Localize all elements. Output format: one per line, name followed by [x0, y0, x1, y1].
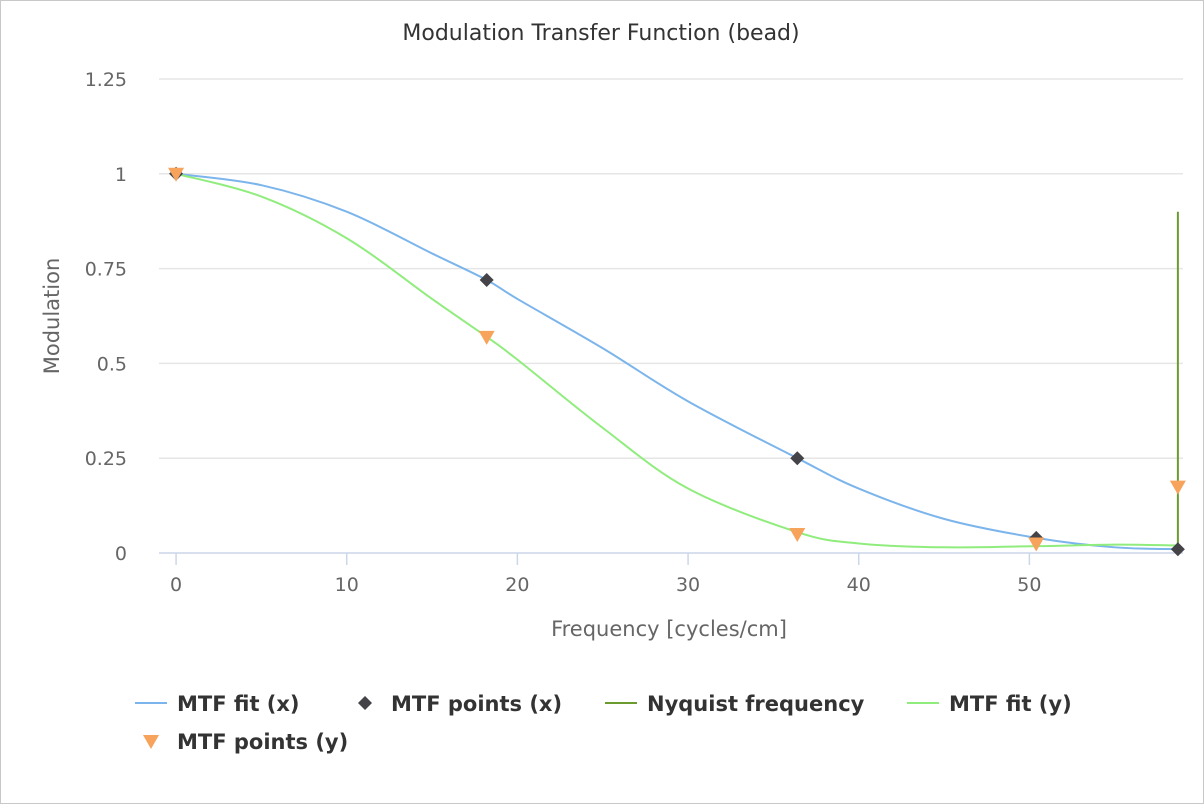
legend-item-3[interactable]: MTF fit (y)	[907, 692, 1072, 716]
legend-label-4: MTF points (y)	[177, 730, 348, 754]
series-layer	[168, 166, 1186, 557]
x-tick-label-3: 30	[676, 574, 700, 596]
x-tick-label-1: 10	[335, 574, 359, 596]
legend-label-2: Nyquist frequency	[647, 692, 865, 716]
y-axis-title: Modulation	[40, 258, 64, 375]
series-1	[169, 166, 1185, 557]
legend-item-1[interactable]: MTF points (x)	[358, 692, 562, 716]
y-tick-label-5: 1.25	[85, 69, 127, 91]
data-point-1-1	[479, 272, 494, 287]
axes: 0 0.25 0.5 0.75 1 1.25 0 10 20 30 40 50	[85, 69, 1183, 596]
series-0	[175, 172, 1178, 551]
data-point-1-4	[1170, 542, 1185, 557]
series-line-3	[175, 172, 1178, 549]
x-tick-label-2: 20	[505, 574, 529, 596]
legend[interactable]: MTF fit (x) MTF points (x) Nyquist frequen…	[135, 692, 1072, 754]
y-tick-label-0: 0	[115, 543, 127, 565]
legend-item-4[interactable]: MTF points (y)	[143, 730, 348, 754]
y-tick-label-4: 1	[115, 164, 127, 186]
x-tick-label-5: 50	[1017, 574, 1041, 596]
series-4	[168, 167, 1186, 552]
grid-lines	[159, 78, 1183, 459]
x-tick-label-0: 0	[170, 574, 182, 596]
data-point-4-3	[1028, 537, 1045, 552]
data-point-4-0	[168, 167, 185, 182]
legend-symbol-4	[143, 735, 159, 749]
legend-symbol-1	[358, 696, 372, 710]
x-tick-label-4: 40	[847, 574, 871, 596]
chart-title: Modulation Transfer Function (bead)	[402, 21, 799, 46]
legend-item-0[interactable]: MTF fit (x)	[135, 692, 300, 716]
series-line-0	[175, 172, 1178, 551]
data-point-4-1	[478, 330, 495, 345]
series-3	[175, 172, 1178, 549]
y-tick-label-2: 0.5	[97, 353, 127, 375]
data-point-4-4	[1169, 480, 1186, 495]
legend-item-2[interactable]: Nyquist frequency	[605, 692, 865, 716]
y-tick-label-1: 0.25	[85, 448, 127, 470]
legend-label-0: MTF fit (x)	[177, 692, 300, 716]
data-point-4-2	[789, 528, 806, 543]
data-point-1-2	[790, 451, 805, 466]
legend-label-3: MTF fit (y)	[949, 692, 1072, 716]
legend-label-1: MTF points (x)	[391, 692, 562, 716]
x-axis-title: Frequency [cycles/cm]	[551, 617, 787, 641]
y-tick-label-3: 0.75	[85, 259, 127, 281]
